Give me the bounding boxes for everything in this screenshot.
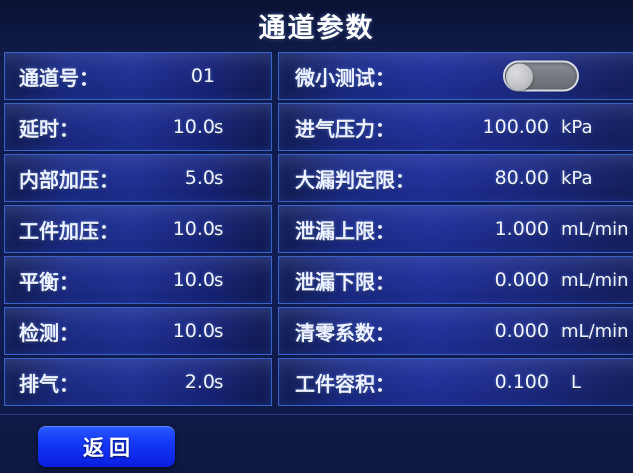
toggle-switch-微小测试[interactable]	[503, 60, 579, 92]
parameter-row-right-6[interactable]: 清零系数： 0.000 mL/min	[278, 307, 633, 355]
parameter-unit-泄漏上限: mL/min	[561, 218, 629, 240]
toggle-knob	[506, 63, 533, 91]
parameter-value-通道号[interactable]: 01	[190, 65, 215, 87]
parameter-label-进气压力: 进气压力：	[295, 116, 395, 141]
parameter-grid: 通道号： 01 延时： 10.0 s 内部加压： 5.0 s 工件加压： 10.0 s 平衡： 10.0…	[0, 52, 633, 412]
parameter-value-泄漏上限[interactable]: 1.000	[494, 218, 549, 240]
parameter-row-left-4[interactable]: 工件加压： 10.0 s	[4, 205, 272, 253]
parameter-row-left-3[interactable]: 内部加压： 5.0 s	[4, 154, 272, 202]
parameter-unit-泄漏下限: mL/min	[561, 269, 629, 291]
parameter-label-排气: 排气：	[19, 371, 79, 396]
page-title: 通道参数	[258, 12, 375, 44]
parameter-label-工件容积: 工件容积：	[295, 371, 395, 396]
parameter-row-right-5[interactable]: 泄漏下限： 0.000 mL/min	[278, 256, 633, 304]
back-button[interactable]: 返回	[38, 426, 175, 467]
parameter-row-left-6[interactable]: 检测： 10.0 s	[4, 307, 272, 355]
parameter-value-检测[interactable]: 10.0	[172, 320, 215, 342]
parameter-label-平衡: 平衡：	[19, 269, 79, 294]
parameter-unit-内部加压: s	[214, 167, 224, 189]
parameter-label-微小测试: 微小测试：	[295, 65, 395, 90]
parameter-row-left-2[interactable]: 延时： 10.0 s	[4, 103, 272, 151]
parameter-unit-平衡: s	[214, 269, 224, 291]
parameter-value-工件加压[interactable]: 10.0	[172, 218, 215, 240]
parameter-unit-进气压力: kPa	[561, 116, 593, 138]
parameter-label-检测: 检测：	[19, 320, 79, 345]
parameter-value-内部加压[interactable]: 5.0	[184, 167, 215, 189]
footer-bar: 返回	[0, 414, 633, 473]
parameter-value-清零系数[interactable]: 0.000	[494, 320, 549, 342]
parameter-row-left-5[interactable]: 平衡： 10.0 s	[4, 256, 272, 304]
parameter-row-left-1[interactable]: 通道号： 01	[4, 52, 272, 100]
parameter-value-进气压力[interactable]: 100.00	[482, 116, 549, 138]
parameter-label-泄漏上限: 泄漏上限：	[295, 218, 395, 243]
right-parameter-column: 微小测试： 进气压力： 100.00 kPa 大漏判定限： 80.00 kPa 泄漏上限： 1.…	[278, 52, 633, 412]
parameter-unit-工件容积: L	[571, 371, 582, 393]
left-parameter-column: 通道号： 01 延时： 10.0 s 内部加压： 5.0 s 工件加压： 10.0 s 平衡： 10.0…	[4, 52, 272, 412]
parameter-unit-排气: s	[214, 371, 224, 393]
parameter-label-泄漏下限: 泄漏下限：	[295, 269, 395, 294]
parameter-row-right-3[interactable]: 大漏判定限： 80.00 kPa	[278, 154, 633, 202]
parameter-label-清零系数: 清零系数：	[295, 320, 395, 345]
parameter-row-left-7[interactable]: 排气： 2.0 s	[4, 358, 272, 406]
parameter-row-right-1[interactable]: 微小测试：	[278, 52, 633, 100]
parameter-label-大漏判定限: 大漏判定限：	[295, 167, 415, 192]
parameter-unit-清零系数: mL/min	[561, 320, 629, 342]
parameter-label-延时: 延时：	[19, 116, 79, 141]
parameter-label-工件加压: 工件加压：	[19, 218, 119, 243]
parameter-row-right-7[interactable]: 工件容积： 0.100 L	[278, 358, 633, 406]
parameter-value-泄漏下限[interactable]: 0.000	[494, 269, 549, 291]
parameter-label-通道号: 通道号：	[19, 65, 99, 90]
parameter-row-right-2[interactable]: 进气压力： 100.00 kPa	[278, 103, 633, 151]
parameter-unit-大漏判定限: kPa	[561, 167, 593, 189]
parameter-value-平衡[interactable]: 10.0	[172, 269, 215, 291]
parameter-value-延时[interactable]: 10.0	[172, 116, 215, 138]
parameter-unit-延时: s	[214, 116, 224, 138]
parameter-row-right-4[interactable]: 泄漏上限： 1.000 mL/min	[278, 205, 633, 253]
parameter-label-内部加压: 内部加压：	[19, 167, 119, 192]
parameter-value-大漏判定限[interactable]: 80.00	[494, 167, 549, 189]
parameter-value-工件容积[interactable]: 0.100	[494, 371, 549, 393]
parameter-unit-工件加压: s	[214, 218, 224, 240]
parameter-unit-检测: s	[214, 320, 224, 342]
header-bar: 通道参数	[0, 0, 633, 50]
parameter-value-排气[interactable]: 2.0	[184, 371, 215, 393]
